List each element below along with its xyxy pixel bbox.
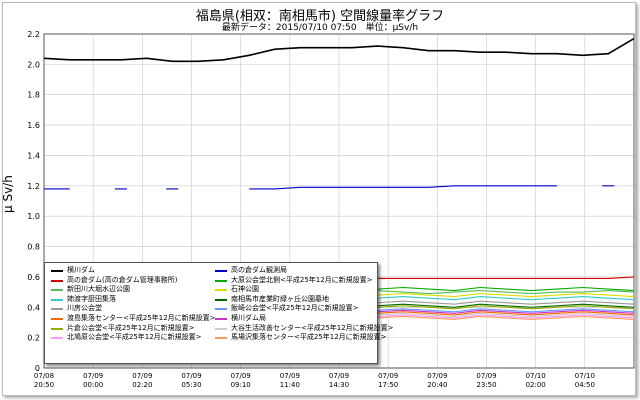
chart-title: 福島県(相双：南相馬市) 空間線量率グラフ: [195, 9, 445, 24]
series-line: [44, 185, 615, 190]
y-tick-label: 0: [35, 364, 40, 373]
series-line: [43, 37, 635, 63]
x-tick-time: 09:10: [231, 381, 251, 389]
y-tick-label: 1.8: [27, 91, 40, 100]
y-tick-label: 0.4: [27, 303, 40, 312]
x-tick-time: 00:00: [83, 381, 103, 389]
legend-swatch: [51, 279, 63, 282]
x-tick-date: 07/09: [427, 372, 447, 380]
legend-label: 姉渡字厨田集落: [67, 294, 116, 303]
legend-label: 石神公園: [231, 285, 259, 294]
legend-label: 大谷生活改善センター<平成25年12月に新規設置>: [231, 323, 394, 332]
legend-swatch: [215, 270, 227, 272]
legend-label: 横川ダム: [67, 266, 95, 274]
legend-swatch: [215, 298, 227, 301]
legend-swatch: [215, 289, 227, 292]
x-tick-date: 07/09: [181, 372, 201, 380]
legend-swatch: [215, 279, 227, 282]
legend-swatch: [215, 308, 227, 311]
legend-label: 馬場沢集落センター<平成25年12月に新規設置>: [231, 333, 387, 342]
x-tick-time: 04:50: [575, 381, 595, 389]
x-tick-time: 20:50: [34, 381, 54, 389]
x-tick-time: 23:50: [476, 381, 496, 389]
legend-label: 南相馬市産業町緑ヶ丘公園墓地: [231, 294, 329, 303]
y-tick-label: 0.8: [27, 243, 40, 252]
legend-swatch: [215, 327, 227, 330]
legend-label: 大原公会堂北側<平成25年12月に新規設置>: [231, 275, 373, 284]
x-tick-date: 07/08: [34, 372, 54, 380]
chart-legend: 横川ダム 高の倉ダム(高の倉ダム管理事務所) 新田川大堀水辺公園 姉渡字厨田集落 川房公…: [44, 262, 394, 364]
x-tick-time: 11:40: [280, 381, 300, 389]
legend-swatch: [51, 308, 63, 311]
y-tick-label: 1.6: [27, 121, 40, 130]
x-tick-date: 07/09: [378, 372, 398, 380]
legend-label: 片倉公会堂<平成25年12月に新規設置>: [67, 323, 195, 332]
x-tick-date: 07/09: [329, 372, 349, 380]
x-tick-date: 07/09: [132, 372, 152, 380]
y-tick-label: 1.2: [27, 182, 40, 191]
chart-subtitle: 最新データ：2015/07/10 07:50 単位：μSv/h: [221, 23, 419, 33]
x-tick-date: 07/10: [575, 372, 595, 380]
y-tick-label: 1.4: [27, 151, 40, 160]
legend-label: 高の倉ダム観測局: [231, 266, 287, 274]
x-tick-time: 20:40: [427, 381, 447, 389]
legend-label: 渡島集落センター<平成25年12月に新規設置>: [67, 313, 216, 322]
legend-label: 川房公会堂: [67, 304, 102, 313]
x-tick-time: 05:30: [181, 381, 201, 389]
legend-label: 横川ダム局: [231, 313, 266, 322]
x-tick-date: 07/10: [526, 372, 546, 380]
x-tick-time: 02:00: [526, 381, 546, 389]
x-tick-time: 02:20: [132, 381, 152, 389]
legend-swatch: [215, 317, 227, 320]
x-tick-date: 07/09: [476, 372, 496, 380]
x-tick-time: 17:50: [378, 381, 398, 389]
plot-border: [43, 33, 635, 369]
legend-swatch: [51, 270, 63, 272]
y-tick-label: 0.2: [27, 334, 40, 343]
legend-swatch: [215, 337, 227, 340]
legend-swatch: [51, 317, 63, 320]
y-tick-label: 1.0: [27, 212, 40, 221]
legend-swatch: [51, 337, 63, 340]
legend-label: 高の倉ダム(高の倉ダム管理事務所): [67, 275, 178, 284]
x-tick-date: 07/09: [280, 372, 300, 380]
x-tick-time: 14:30: [329, 381, 349, 389]
x-tick-date: 07/09: [231, 372, 251, 380]
y-tick-label: 2.0: [27, 60, 40, 69]
legend-label: 北鳩原公会堂<平成25年12月に新規設置>: [67, 333, 202, 342]
y-tick-label: 2.2: [27, 30, 40, 39]
y-tick-label: 0.6: [27, 273, 40, 282]
x-tick-date: 07/09: [83, 372, 103, 380]
legend-swatch: [51, 298, 63, 301]
legend-label: 飯崎公会堂<平成25年12月に新規設置>: [231, 304, 359, 313]
legend-swatch: [51, 327, 63, 330]
legend-swatch: [51, 289, 63, 292]
legend-label: 新田川大堀水辺公園: [67, 285, 130, 294]
